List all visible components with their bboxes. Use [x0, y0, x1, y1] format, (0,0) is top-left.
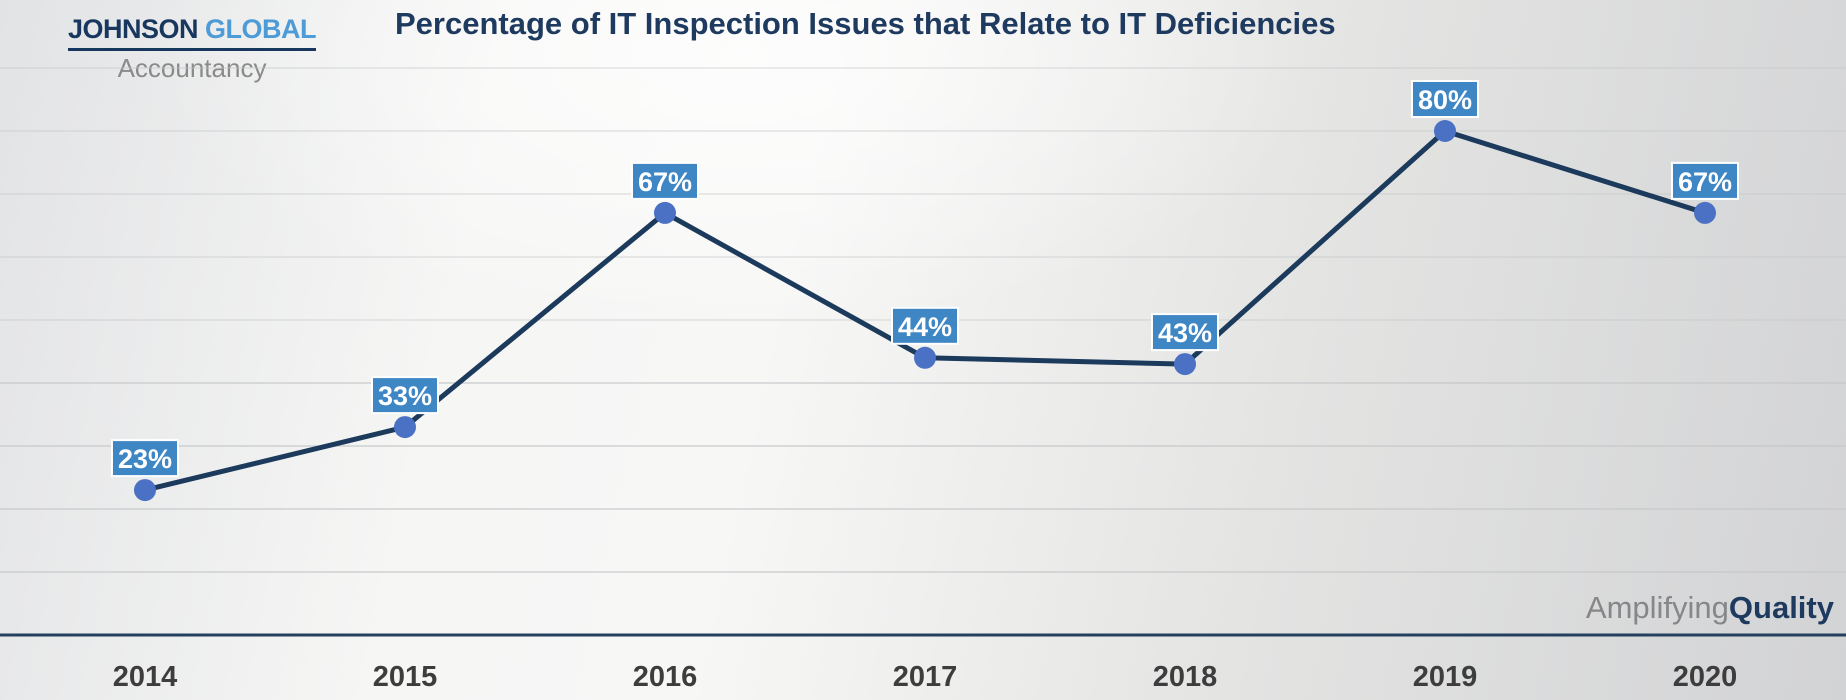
chart-title: Percentage of IT Inspection Issues that …: [395, 6, 1336, 41]
data-point-marker: [1174, 353, 1196, 376]
data-point-marker: [1694, 201, 1716, 224]
data-label: 67%: [638, 167, 692, 197]
data-point-marker: [394, 416, 416, 439]
data-label: 23%: [118, 444, 172, 474]
x-axis-tick-label: 2016: [633, 661, 698, 693]
data-label: 33%: [378, 381, 432, 411]
tagline-amplifying: Amplifying: [1585, 590, 1729, 625]
x-axis-tick-label: 2018: [1153, 661, 1218, 693]
data-label: 44%: [898, 312, 952, 342]
tagline: AmplifyingQuality: [1586, 590, 1834, 626]
tagline-quality: Quality: [1728, 590, 1834, 625]
x-axis-tick-label: 2015: [373, 661, 438, 693]
data-label-box: [111, 439, 179, 478]
data-point-marker: [914, 346, 936, 369]
x-axis-tick-label: 2020: [1673, 661, 1738, 693]
data-point-marker: [134, 479, 156, 502]
logo-text-global: GLOBAL: [205, 14, 317, 44]
logo-wordmark: JOHNSON GLOBAL: [68, 14, 317, 51]
x-axis-tick-label: 2014: [113, 661, 178, 693]
data-label-box: [631, 161, 699, 200]
x-axis-tick-label: 2019: [1413, 661, 1478, 693]
data-point-marker: [654, 201, 676, 224]
data-label: 67%: [1678, 167, 1732, 197]
data-label-box: [891, 306, 959, 345]
data-label-box: [371, 376, 439, 415]
data-label: 80%: [1418, 85, 1472, 115]
data-label-box: [1411, 80, 1479, 118]
x-axis-tick-label: 2017: [893, 661, 958, 693]
data-point-marker: [1434, 120, 1456, 142]
data-label-box: [1671, 161, 1739, 200]
data-label-box: [1151, 313, 1219, 352]
data-label: 43%: [1158, 318, 1212, 348]
logo-text-johnson: JOHNSON: [68, 14, 199, 44]
